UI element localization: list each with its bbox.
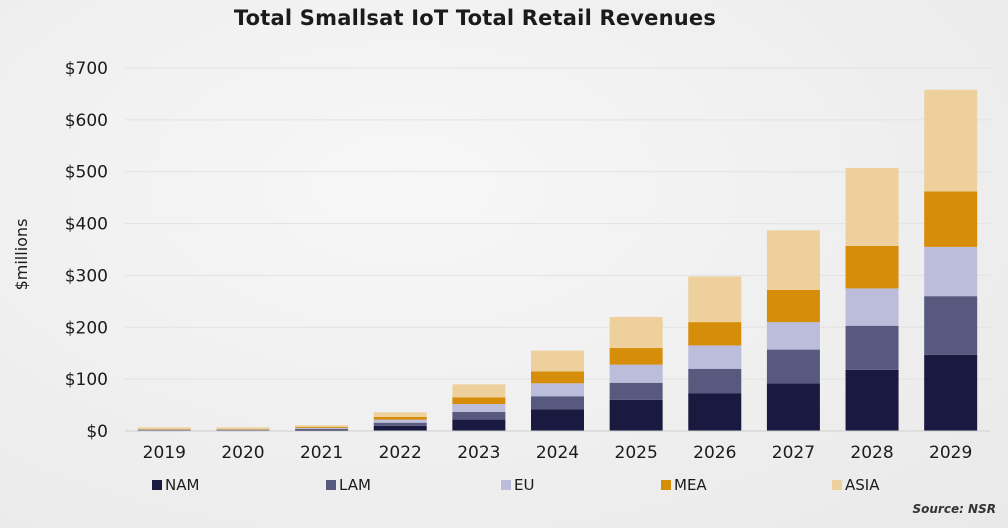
- x-tick-label: 2024: [536, 443, 579, 463]
- bar-nam-2029: [924, 354, 978, 431]
- bar-nam-2027: [766, 383, 820, 431]
- bar-lam-2028: [845, 325, 899, 370]
- x-tick-label: 2020: [221, 443, 264, 463]
- bar-lam-2022: [373, 422, 427, 426]
- bar-lam-2025: [609, 382, 663, 400]
- bar-eu-2028: [845, 288, 899, 326]
- x-tick-label: 2029: [929, 443, 972, 463]
- bar-eu-2029: [924, 246, 978, 297]
- y-tick-label: $400: [65, 215, 108, 235]
- bar-asia-2021: [295, 425, 349, 427]
- bar-asia-2024: [531, 350, 584, 372]
- bar-eu-2027: [766, 322, 820, 350]
- source-note: Source: NSR: [912, 502, 996, 516]
- bar-lam-2027: [766, 349, 820, 384]
- bar-lam-2021: [295, 428, 349, 430]
- bar-asia-2019: [137, 427, 191, 429]
- bar-mea-2022: [373, 416, 427, 420]
- bar-mea-2025: [609, 348, 663, 365]
- bar-eu-2019: [137, 429, 191, 430]
- y-tick-label: $700: [65, 59, 108, 79]
- bar-asia-2020: [216, 427, 270, 429]
- bar-nam-2024: [531, 409, 584, 431]
- bar-asia-2028: [845, 168, 899, 246]
- legend-label-lam: LAM: [339, 476, 371, 494]
- bar-asia-2029: [924, 89, 978, 192]
- x-tick-label: 2026: [693, 443, 736, 463]
- bar-lam-2019: [137, 429, 191, 431]
- legend-label-asia: ASIA: [845, 476, 880, 494]
- bar-mea-2027: [766, 289, 820, 323]
- bar-eu-2022: [373, 419, 427, 423]
- y-tick-label: $500: [65, 163, 108, 183]
- bar-lam-2029: [924, 296, 978, 355]
- x-tick-label: 2023: [457, 443, 500, 463]
- x-tick-label: 2028: [850, 443, 893, 463]
- bar-asia-2022: [373, 412, 427, 417]
- bar-eu-2024: [531, 383, 584, 397]
- x-tick-label: 2027: [772, 443, 815, 463]
- bar-eu-2020: [216, 429, 270, 430]
- bar-nam-2021: [295, 429, 349, 431]
- bar-mea-2028: [845, 245, 899, 289]
- bar-lam-2026: [688, 368, 742, 394]
- legend-label-eu: EU: [514, 476, 534, 494]
- bar-nam-2028: [845, 369, 899, 431]
- chart-title: Total Smallsat IoT Total Retail Revenues: [233, 6, 717, 30]
- legend-swatch-asia: [832, 480, 842, 490]
- x-tick-label: 2022: [379, 443, 422, 463]
- bar-eu-2023: [452, 404, 506, 412]
- legend-swatch-lam: [326, 480, 336, 490]
- bar-nam-2026: [688, 393, 742, 431]
- bar-asia-2023: [452, 384, 506, 398]
- x-tick-label: 2025: [615, 443, 658, 463]
- y-tick-label: $0: [86, 422, 108, 442]
- y-tick-label: $600: [65, 111, 108, 131]
- bar-mea-2029: [924, 191, 978, 247]
- bar-asia-2027: [766, 230, 820, 290]
- bar-mea-2024: [531, 371, 584, 384]
- bar-asia-2026: [688, 276, 742, 323]
- bar-mea-2020: [216, 428, 270, 430]
- bar-lam-2023: [452, 411, 506, 420]
- bar-eu-2026: [688, 345, 742, 369]
- bar-mea-2019: [137, 428, 191, 430]
- x-tick-label: 2021: [300, 443, 343, 463]
- y-tick-label: $100: [65, 370, 108, 390]
- bar-mea-2021: [295, 426, 349, 428]
- bar-eu-2021: [295, 427, 349, 429]
- legend-label-mea: MEA: [674, 476, 707, 494]
- legend-swatch-eu: [501, 480, 511, 490]
- y-tick-label: $200: [65, 318, 108, 338]
- y-axis-label: $millions: [12, 219, 31, 291]
- bar-nam-2022: [373, 425, 427, 431]
- bar-nam-2025: [609, 399, 663, 431]
- y-tick-label: $300: [65, 266, 108, 286]
- bar-asia-2025: [609, 316, 663, 349]
- bar-lam-2024: [531, 396, 584, 410]
- bar-mea-2026: [688, 322, 742, 346]
- bar-mea-2023: [452, 397, 506, 405]
- legend-label-nam: NAM: [165, 476, 199, 494]
- bar-lam-2020: [216, 429, 270, 431]
- x-tick-label: 2019: [143, 443, 186, 463]
- legend-swatch-nam: [152, 480, 162, 490]
- bar-eu-2025: [609, 364, 663, 383]
- bar-nam-2023: [452, 419, 506, 431]
- legend-swatch-mea: [661, 480, 671, 490]
